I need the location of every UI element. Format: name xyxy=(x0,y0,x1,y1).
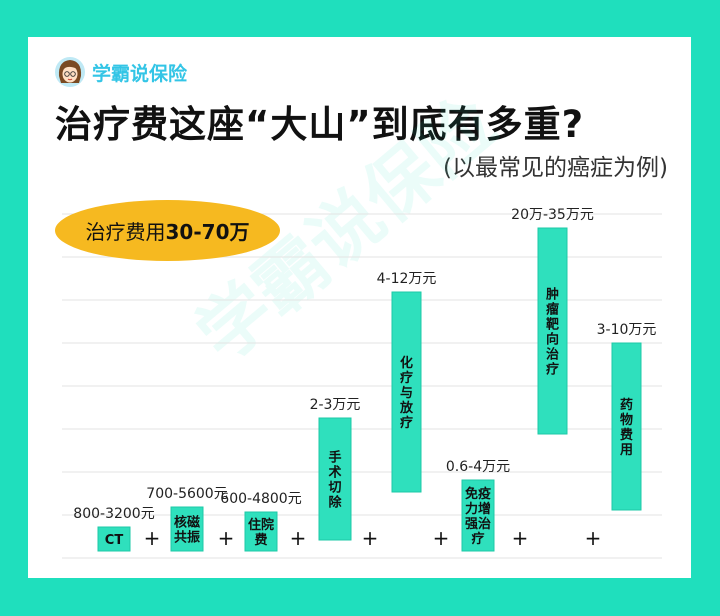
bar-category-label: 药物费用 xyxy=(619,397,633,458)
plus-separator: + xyxy=(144,526,161,550)
plus-separator: + xyxy=(585,526,602,550)
bar xyxy=(537,227,568,435)
value-label: 700-5600元 xyxy=(146,486,227,502)
total-cost-badge: 治疗费用 30-70万 xyxy=(55,200,280,261)
plus-separator: + xyxy=(290,526,307,550)
bar xyxy=(170,506,204,552)
value-label: 3-10万元 xyxy=(597,322,657,338)
page-subtitle: (以最常见的癌症为例) xyxy=(443,155,668,181)
bar-category-label: 手术切除 xyxy=(327,450,342,511)
value-label: 4-12万元 xyxy=(377,271,437,287)
bar-category-label: 住院费 xyxy=(248,517,274,548)
bar-category-label: 肿瘤靶向治疗 xyxy=(546,288,559,378)
plus-separator: + xyxy=(362,526,379,550)
bar-category-label: 免疫力增强治疗 xyxy=(465,486,491,547)
plus-separator: + xyxy=(433,526,450,550)
value-label: 800-3200元 xyxy=(73,506,154,522)
cartoon-girl-avatar-icon xyxy=(55,57,85,87)
bar xyxy=(391,291,422,493)
bar-category-label: 化疗与放疗 xyxy=(399,355,414,431)
badge-amount: 30-70万 xyxy=(165,220,250,244)
value-label: 2-3万元 xyxy=(310,397,361,413)
badge-prefix: 治疗费用 xyxy=(85,220,166,244)
bar xyxy=(611,342,642,511)
brand-name: 学霸说保险 xyxy=(92,62,188,85)
value-label: 20万-35万元 xyxy=(511,207,594,223)
value-label: 0.6-4万元 xyxy=(446,459,510,475)
value-label: 600-4800元 xyxy=(220,491,301,507)
plus-separator: + xyxy=(512,526,529,550)
bar xyxy=(97,526,131,552)
content-card xyxy=(28,37,691,578)
bar xyxy=(244,511,278,552)
bar xyxy=(461,479,495,552)
page-title: 治疗费这座“大山”到底有多重? xyxy=(55,103,585,146)
bar-category-label: CT xyxy=(105,533,124,548)
brand: 学霸说保险 xyxy=(54,56,187,88)
bar xyxy=(318,417,352,541)
bar-category-label: 核磁共振 xyxy=(174,515,200,546)
plus-separator: + xyxy=(218,526,235,550)
